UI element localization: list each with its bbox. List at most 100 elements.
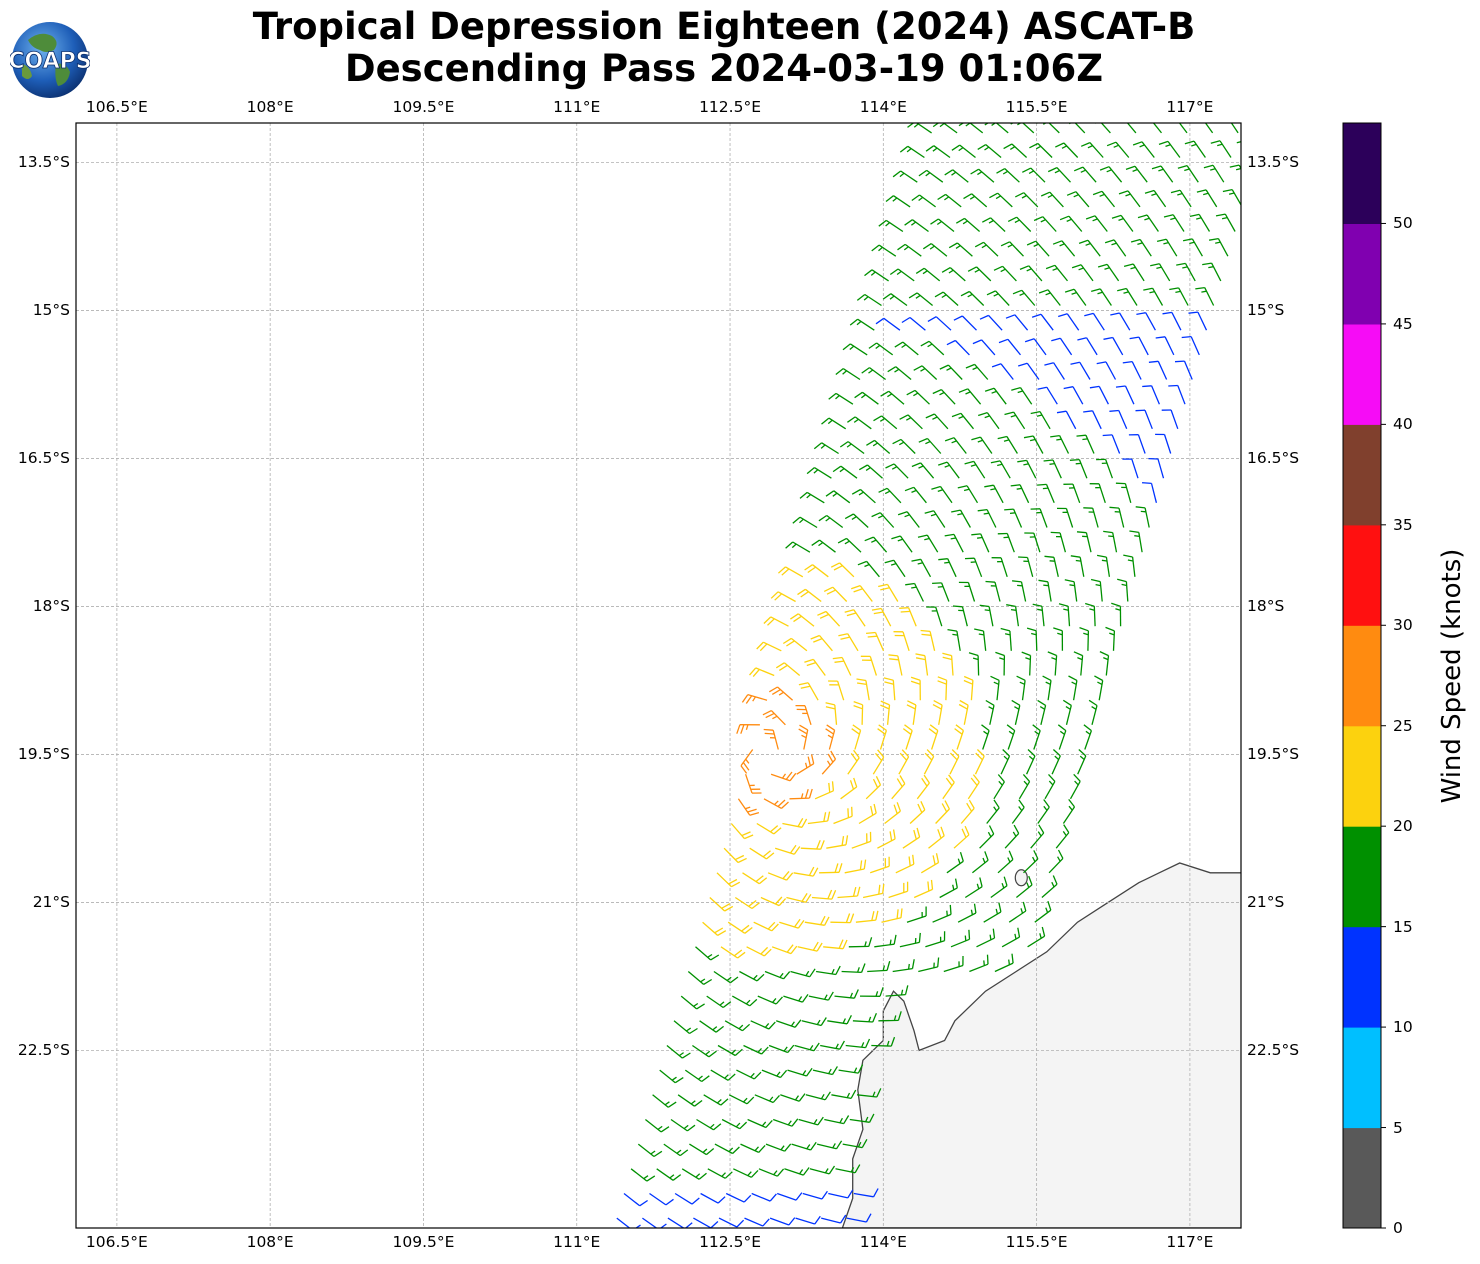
colorbar-tick-label: 20 bbox=[1393, 817, 1413, 836]
wind-barb bbox=[990, 876, 1008, 899]
wind-barb bbox=[1109, 409, 1128, 430]
wind-barb bbox=[1181, 335, 1200, 356]
wind-barb bbox=[891, 775, 906, 800]
wind-barb bbox=[849, 318, 875, 331]
wind-barb bbox=[931, 485, 953, 504]
wind-barb bbox=[800, 839, 825, 850]
colorbar-segment bbox=[1343, 826, 1381, 928]
wind-barb bbox=[1038, 579, 1052, 602]
wind-barb bbox=[855, 910, 879, 923]
wind-barb bbox=[1056, 410, 1077, 430]
wind-barb bbox=[796, 754, 815, 775]
wind-barb bbox=[780, 1093, 806, 1102]
wind-barb bbox=[1026, 749, 1036, 775]
wind-barb bbox=[871, 607, 892, 627]
wind-barb bbox=[826, 835, 849, 849]
wind-barb bbox=[974, 241, 999, 257]
wind-barb bbox=[878, 583, 899, 602]
wind-barb bbox=[728, 1094, 755, 1105]
wind-barb bbox=[1102, 434, 1121, 454]
wind-barb bbox=[920, 629, 936, 651]
wind-barb bbox=[764, 970, 791, 980]
wind-barb bbox=[1195, 286, 1215, 306]
wind-barb bbox=[1230, 123, 1239, 134]
wind-barb bbox=[844, 859, 867, 874]
wind-barb bbox=[687, 971, 713, 985]
wind-barb bbox=[821, 1214, 847, 1224]
wind-barb bbox=[979, 314, 1003, 331]
wind-barb bbox=[1143, 287, 1164, 306]
wind-barb bbox=[700, 1192, 726, 1204]
wind-barb bbox=[1177, 164, 1199, 183]
wind-barb bbox=[901, 316, 926, 331]
wind-barb bbox=[892, 170, 918, 183]
wind-barb bbox=[749, 847, 775, 860]
wind-barb bbox=[1011, 699, 1021, 725]
lat-tick-label-right: 15°S bbox=[1247, 301, 1285, 320]
wind-barb bbox=[981, 724, 990, 750]
wind-barb bbox=[899, 145, 925, 159]
barrow-island bbox=[1014, 869, 1028, 887]
wind-barb bbox=[852, 1012, 878, 1023]
wind-barb bbox=[847, 416, 872, 430]
wind-barb bbox=[828, 1189, 854, 1199]
wind-barb bbox=[1027, 926, 1046, 948]
wind-barb bbox=[1010, 123, 1035, 134]
wind-barb bbox=[1184, 140, 1206, 158]
wind-barb bbox=[925, 413, 949, 430]
colorbar-segment bbox=[1343, 524, 1381, 626]
wind-barb bbox=[858, 803, 877, 825]
wind-barb bbox=[1105, 626, 1116, 651]
wind-barb bbox=[811, 889, 837, 900]
wind-barb bbox=[1168, 384, 1186, 405]
wind-barb bbox=[1122, 360, 1142, 380]
wind-barb bbox=[830, 562, 855, 578]
wind-barb bbox=[1045, 264, 1069, 282]
wind-barb bbox=[1156, 238, 1178, 257]
wind-barb bbox=[1090, 578, 1103, 602]
colorbar-tick-label: 45 bbox=[1393, 314, 1413, 333]
wind-barb bbox=[792, 516, 818, 529]
wind-barb bbox=[1158, 140, 1181, 158]
wind-barb bbox=[1099, 166, 1123, 183]
wind-barb bbox=[724, 1020, 751, 1032]
wind-barb bbox=[1063, 386, 1084, 405]
wind-barb bbox=[784, 1167, 810, 1176]
wind-barb bbox=[845, 1038, 871, 1049]
wind-barb bbox=[1000, 241, 1024, 257]
lon-tick-label-bottom: 109.5°E bbox=[392, 1233, 455, 1251]
wind-barb bbox=[757, 995, 783, 1005]
title-line-2: Descending Pass 2024-03-19 01:06Z bbox=[344, 47, 1104, 90]
wind-barb bbox=[753, 921, 779, 932]
wind-barb bbox=[964, 877, 983, 899]
wind-barb bbox=[902, 827, 921, 849]
wind-barb bbox=[1142, 482, 1158, 503]
wind-barb bbox=[882, 293, 908, 307]
wind-barb bbox=[1044, 362, 1065, 380]
wind-barb bbox=[990, 675, 1000, 701]
wind-barb bbox=[874, 934, 897, 948]
wind-barb bbox=[967, 774, 980, 800]
wind-barb bbox=[1083, 410, 1102, 430]
wind-barb bbox=[1006, 604, 1020, 627]
lat-tick-label-right: 19.5°S bbox=[1247, 745, 1300, 764]
wind-barb bbox=[868, 342, 894, 356]
wind-barb bbox=[776, 1192, 803, 1201]
wind-barb bbox=[971, 533, 990, 553]
wind-barb bbox=[809, 1165, 836, 1175]
wind-barb bbox=[1128, 434, 1146, 454]
wind-barb bbox=[839, 441, 865, 455]
wind-barb bbox=[918, 437, 942, 454]
wind-barb bbox=[823, 939, 848, 950]
wind-barb bbox=[828, 680, 845, 701]
wind-barb bbox=[958, 699, 969, 725]
wind-barb bbox=[1148, 360, 1168, 380]
wind-barb bbox=[932, 700, 943, 725]
wind-barb bbox=[798, 1116, 824, 1126]
wind-barb bbox=[1089, 483, 1106, 504]
wind-barb bbox=[1092, 190, 1116, 208]
wind-barb bbox=[1163, 214, 1185, 232]
wind-barb bbox=[864, 269, 889, 282]
wind-barb bbox=[991, 363, 1014, 380]
wind-barb bbox=[1018, 556, 1034, 577]
